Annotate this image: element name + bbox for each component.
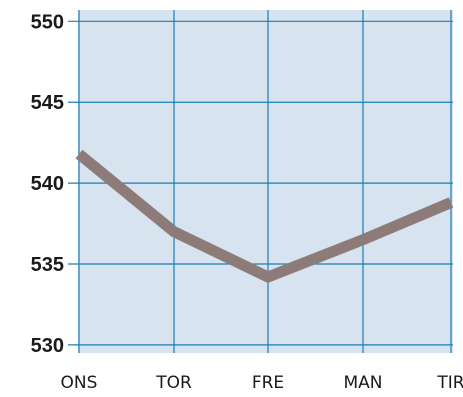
x-tick-label: MAN (343, 373, 382, 393)
horizontal-gridlines (68, 20, 453, 346)
y-tick-label: 545 (31, 92, 64, 114)
y-tick-label: 550 (31, 11, 64, 33)
vertical-gridlines (78, 10, 452, 353)
x-tick-label: ONS (61, 373, 98, 393)
y-tick-label: 530 (31, 335, 64, 357)
plot-area (78, 10, 453, 353)
x-tick-label: FRE (252, 373, 284, 393)
y-tick-label: 540 (31, 173, 64, 195)
series-layer (75, 149, 454, 283)
y-tick-label: 535 (31, 254, 64, 276)
y-axis: 550 545 540 535 530 (31, 11, 64, 357)
x-tick-label: TOR (155, 373, 192, 393)
x-axis: ONS TOR FRE MAN TIR (61, 373, 463, 393)
series-line (75, 149, 454, 283)
x-tick-label: TIR (436, 373, 463, 393)
